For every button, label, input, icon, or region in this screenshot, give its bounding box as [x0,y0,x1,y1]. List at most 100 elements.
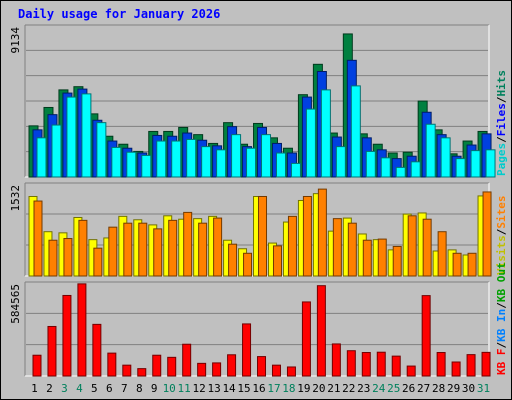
legend-separator: / [495,96,508,103]
x-tick-label: 11 [178,382,191,395]
bar [111,146,122,178]
bar [92,323,102,377]
bar [422,218,432,277]
bar [77,283,87,377]
bar [481,351,491,377]
x-tick-label: 12 [193,382,206,395]
bar [62,294,72,377]
bar [33,200,43,277]
x-tick-label: 3 [61,382,68,395]
legend-separator: / [495,302,508,309]
bar [212,362,222,377]
series-kb-f [32,283,491,377]
bar [320,89,331,178]
bar [332,218,342,277]
x-tick-label: 7 [121,382,128,395]
bar [107,352,117,377]
bar [201,146,212,178]
y-axis-max-label: 1532 [9,185,22,212]
bar [93,247,103,277]
x-tick-label: 1 [31,382,38,395]
bar [108,226,118,277]
bar [198,222,208,277]
visits-panel: 1532 Visits/Sites [9,182,508,277]
bar [466,354,476,377]
legend-item-kb-in: KB In [495,309,508,342]
legend-separator: / [495,342,508,349]
bar [78,219,88,277]
x-tick-label: 13 [207,382,220,395]
bar [152,354,162,377]
right-legend: KB F/KB In/KB Out [495,262,508,375]
bar [346,350,356,377]
bar [51,124,62,178]
bar [32,354,42,377]
legend-item-kb-f: KB F [495,349,508,376]
bar [391,355,401,377]
x-tick-label: 15 [237,382,250,395]
bar [275,152,286,178]
bar [452,252,462,277]
legend-item-kb-out: KB Out [495,262,508,302]
bar [213,217,223,277]
x-tick-label: 9 [151,382,158,395]
bar [335,146,346,178]
x-tick-label: 8 [136,382,143,395]
bar [123,222,133,277]
bar [228,243,238,277]
bar [231,134,242,178]
bar [47,325,57,377]
x-tick-label: 26 [402,382,415,395]
bar [470,150,481,178]
series-pages [36,85,496,178]
bar [63,238,73,277]
bar [186,138,197,178]
x-tick-label: 5 [91,382,98,395]
legend-item-files: Files [495,103,508,136]
bar [395,166,406,178]
bar [48,239,58,277]
bar [242,323,252,377]
bar [317,188,327,277]
bar [380,157,391,178]
legend-item-visits: Visits [495,235,508,275]
x-tick-label: 23 [357,382,370,395]
legend-item-sites: Sites [495,196,508,229]
legend-item-pages: Pages [495,143,508,176]
bar [216,149,227,178]
x-tick-label: 19 [297,382,310,395]
x-axis-labels: 1 2 3 4 5 6 7 8 9 10 11 12 13 14 15 16 17 18 19 20 21 22 23 24 2… [31,382,490,395]
bar [227,354,237,377]
bar [421,295,431,377]
x-tick-label: 10 [163,382,176,395]
panel-plot-area [25,282,489,376]
bar [331,343,341,377]
bar [243,252,253,277]
bar [455,158,466,178]
bar [261,134,272,178]
bar [258,195,268,277]
x-tick-label: 22 [342,382,355,395]
bar [485,149,496,178]
bar [168,219,178,277]
bar [440,137,451,178]
bar [122,364,132,377]
bar [350,85,361,178]
bar [377,238,387,277]
bar [365,150,376,178]
bar [81,93,92,178]
bar [301,301,311,377]
bar [316,285,326,377]
x-tick-label: 16 [252,382,265,395]
bar [437,231,447,277]
bar [156,140,167,178]
bar [347,222,357,277]
bar [451,361,461,377]
legend-separator: / [495,136,508,143]
bar [66,96,77,178]
series-sites [33,188,492,277]
bar [153,228,163,277]
bar [36,137,47,178]
